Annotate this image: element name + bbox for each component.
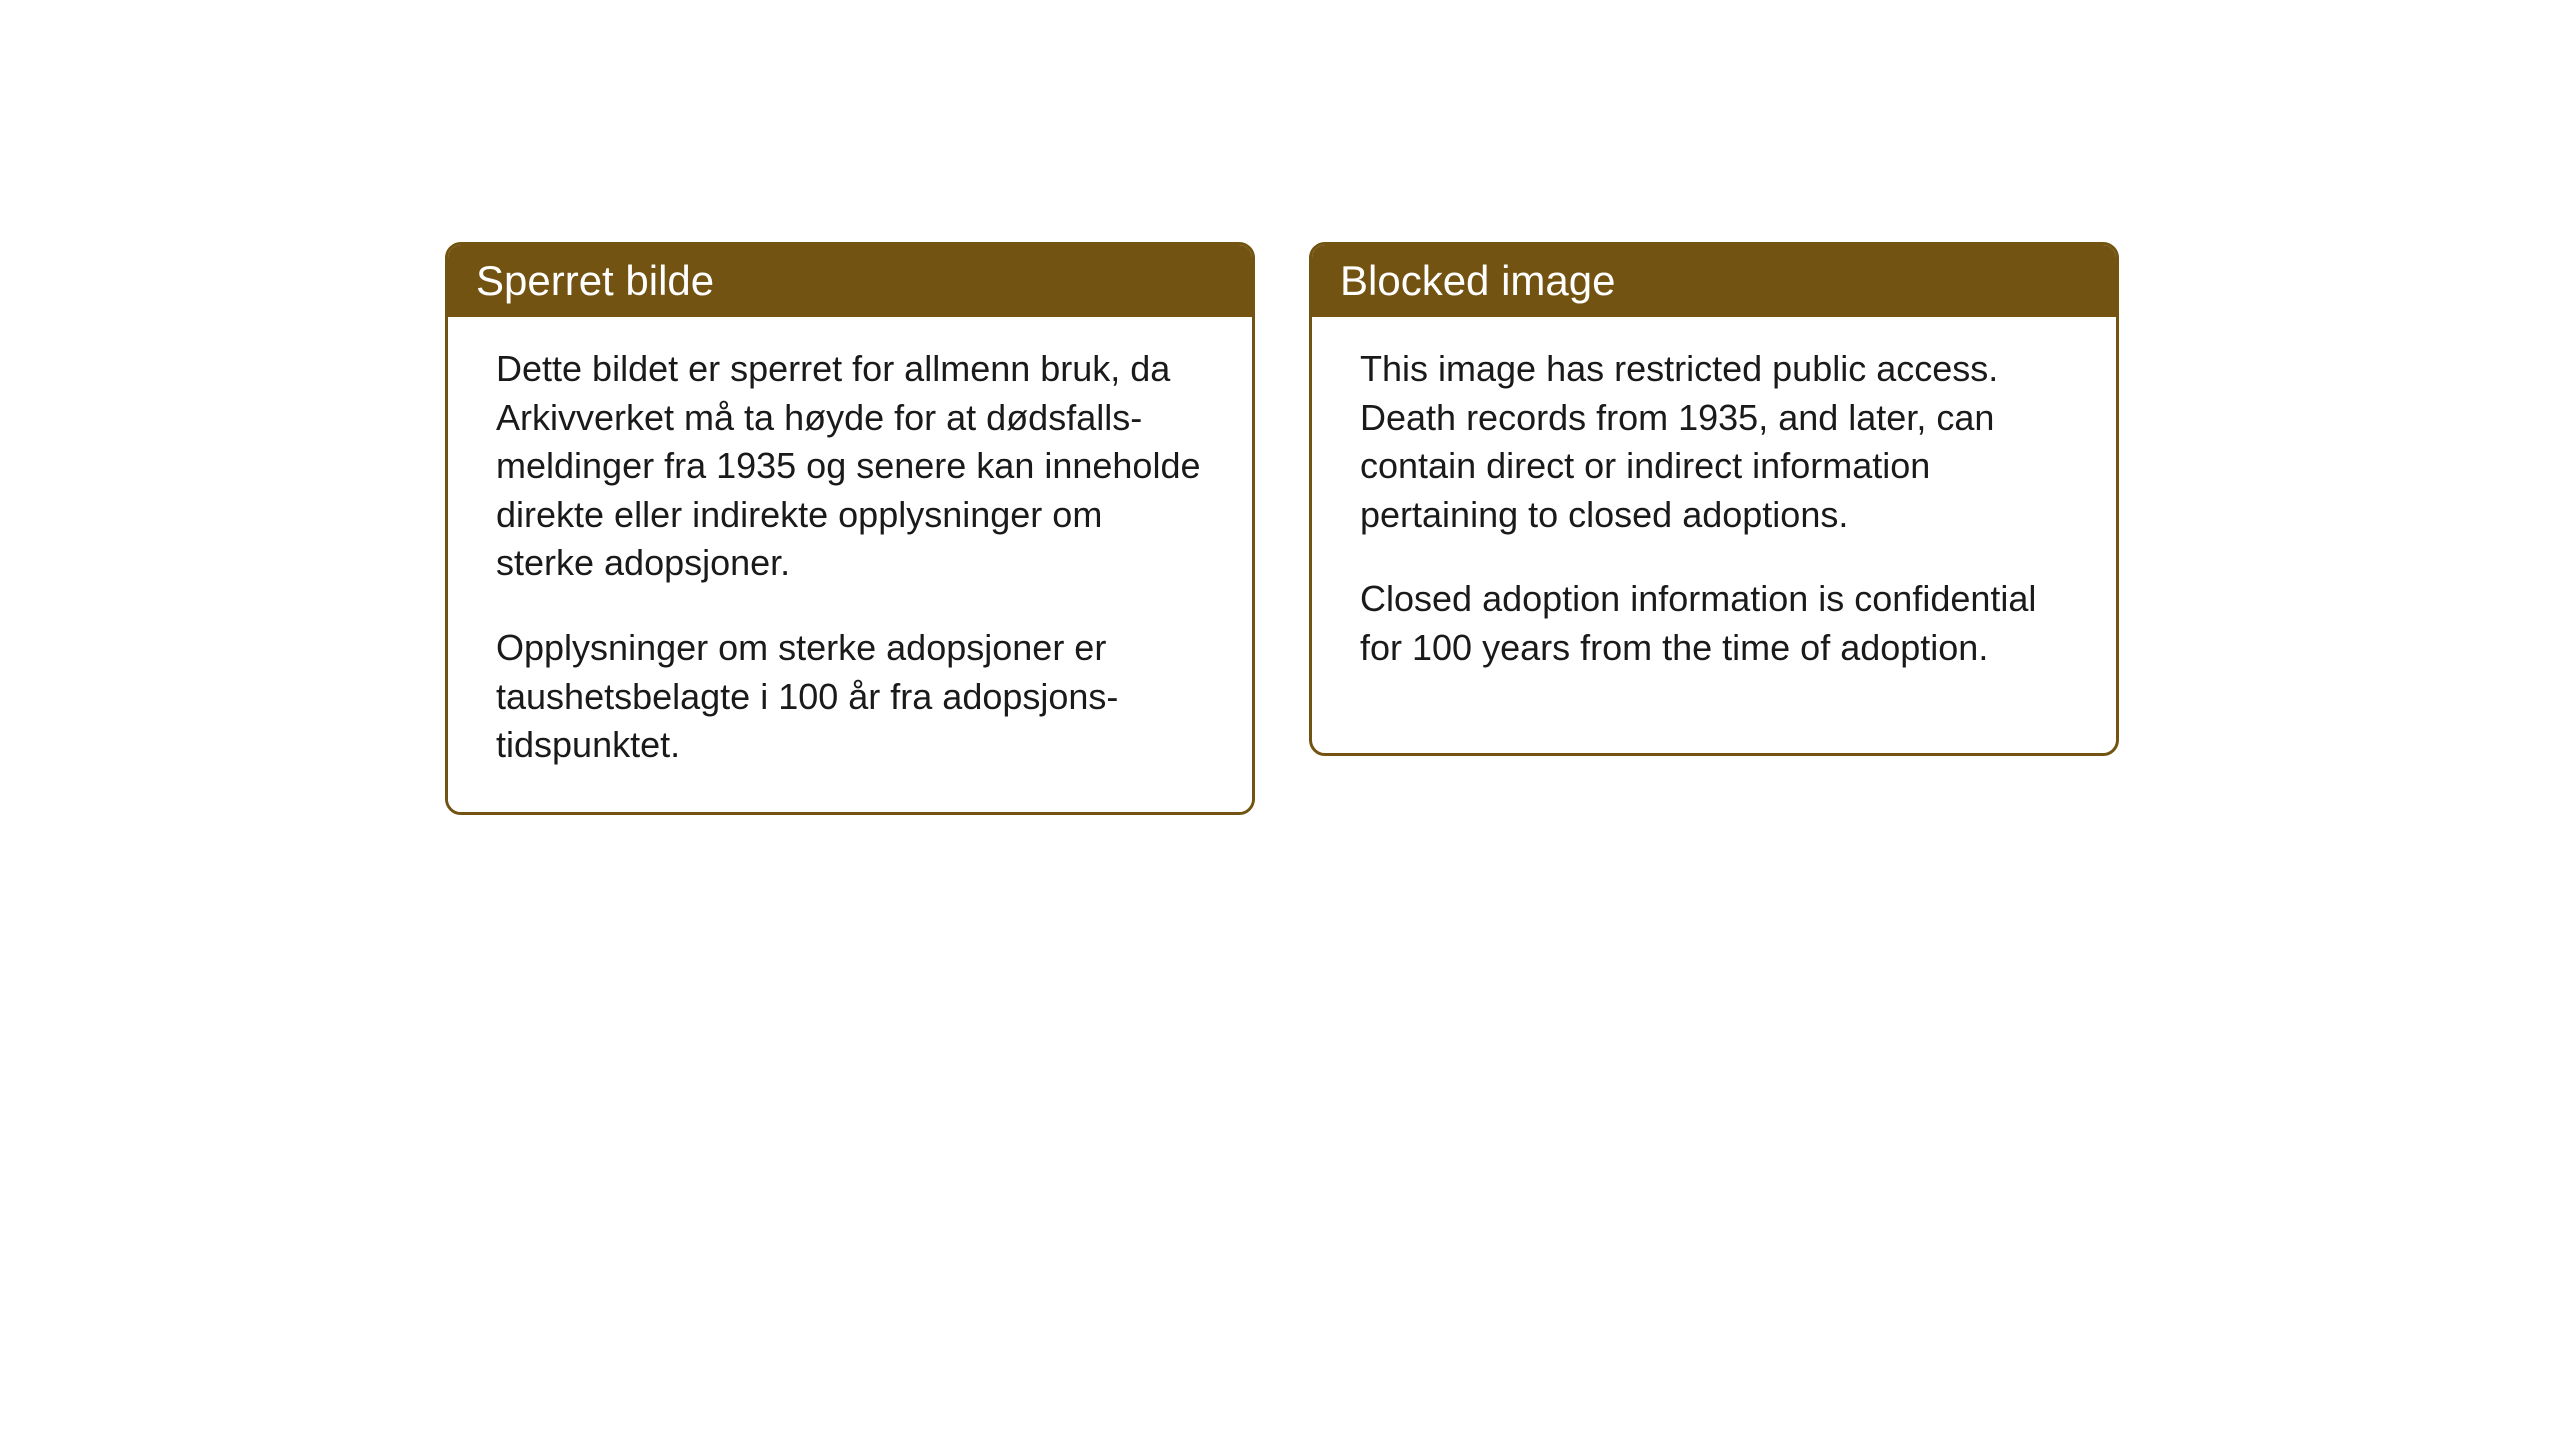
notice-cards-container: Sperret bilde Dette bildet er sperret fo… bbox=[445, 242, 2119, 815]
notice-card-english: Blocked image This image has restricted … bbox=[1309, 242, 2119, 756]
card-title: Blocked image bbox=[1340, 257, 1615, 304]
card-paragraph: This image has restricted public access.… bbox=[1360, 345, 2068, 539]
card-paragraph: Closed adoption information is confident… bbox=[1360, 575, 2068, 672]
card-body: Dette bildet er sperret for allmenn bruk… bbox=[448, 317, 1252, 812]
card-header: Blocked image bbox=[1312, 245, 2116, 317]
card-body: This image has restricted public access.… bbox=[1312, 317, 2116, 715]
card-title: Sperret bilde bbox=[476, 257, 714, 304]
card-paragraph: Dette bildet er sperret for allmenn bruk… bbox=[496, 345, 1204, 588]
card-paragraph: Opplysninger om sterke adopsjoner er tau… bbox=[496, 624, 1204, 770]
card-header: Sperret bilde bbox=[448, 245, 1252, 317]
notice-card-norwegian: Sperret bilde Dette bildet er sperret fo… bbox=[445, 242, 1255, 815]
